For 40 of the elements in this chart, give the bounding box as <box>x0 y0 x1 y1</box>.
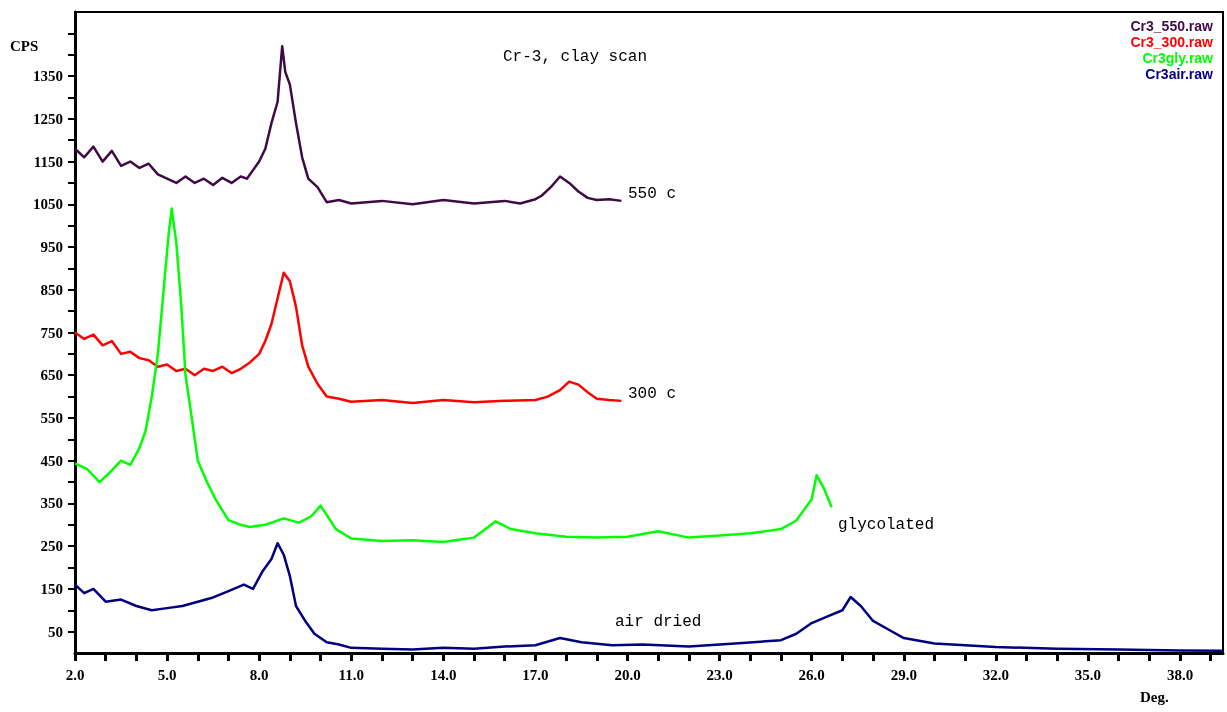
x-tick-label: 17.0 <box>522 666 549 683</box>
x-tick-label: 20.0 <box>614 666 641 683</box>
x-tick-label: 14.0 <box>430 666 457 683</box>
x-tick-label: 8.0 <box>249 666 269 683</box>
y-tick-label: 550 <box>40 409 63 426</box>
x-axis-title: Deg. <box>1140 688 1169 705</box>
text: Cr-3, clay scan <box>503 48 648 66</box>
y-tick-label: 1350 <box>33 68 63 85</box>
x-tick-label: 11.0 <box>338 666 364 683</box>
y-tick-label: 1050 <box>33 196 63 213</box>
line-series <box>73 207 833 544</box>
x-tick-label: 35.0 <box>1074 666 1102 683</box>
y-tick-label: 850 <box>40 281 63 298</box>
text: Cr3_550.raw <box>1130 18 1214 34</box>
y-tick-label: 250 <box>40 538 63 555</box>
x-tick-label: 5.0 <box>157 666 177 683</box>
y-tick-label: 750 <box>40 324 63 341</box>
annotation: 550 c <box>628 185 677 203</box>
y-tick-label: 650 <box>40 367 63 384</box>
line-series <box>73 271 623 405</box>
y-tick-label: 150 <box>40 580 63 597</box>
x-tick-label: 2.0 <box>65 666 85 683</box>
x-tick-label: 32.0 <box>982 666 1009 683</box>
y-tick-label: 950 <box>40 239 63 256</box>
x-tick-label: 23.0 <box>706 666 733 683</box>
text: Cr3_300.raw <box>1130 34 1214 50</box>
y-tick-label: 50 <box>48 623 63 640</box>
y-tick-label: 350 <box>40 495 63 512</box>
annotation: 300 c <box>628 385 677 403</box>
x-tick-label: 26.0 <box>798 666 825 683</box>
text: Cr3air.raw <box>1145 66 1214 82</box>
x-tick-label: 38.0 <box>1166 666 1194 683</box>
annotation: air dried <box>615 613 702 631</box>
text: Cr3gly.raw <box>1142 50 1214 66</box>
y-tick-label: 1250 <box>33 110 63 127</box>
x-tick-label: 29.0 <box>890 666 917 683</box>
y-axis-title: CPS <box>10 37 39 54</box>
annotation: glycolated <box>838 516 935 534</box>
y-tick-label: 450 <box>40 452 63 469</box>
y-tick-label: 1150 <box>33 153 63 170</box>
